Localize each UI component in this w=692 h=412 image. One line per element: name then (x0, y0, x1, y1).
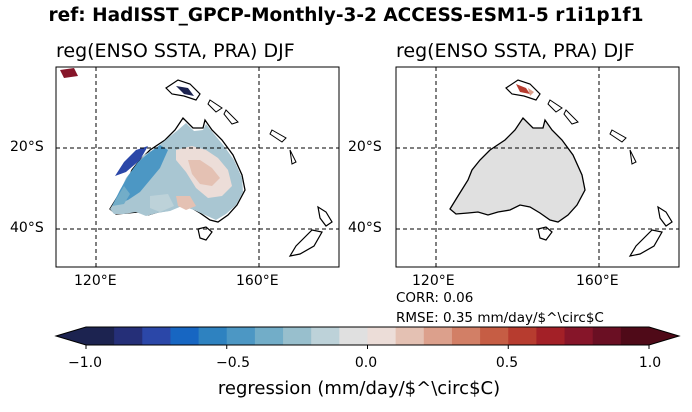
colorbar-segment (395, 327, 425, 345)
colorbar-label: regression (mm/day/$^\circ$C) (217, 378, 501, 399)
figure-title: ref: HadISST_GPCP-Monthly-3-2 ACCESS-ESM… (48, 5, 644, 26)
colorbar-segment (480, 327, 509, 345)
panel-1-xtick-160e: 160°E (236, 273, 279, 289)
colorbar-segment (226, 327, 256, 345)
colorbar-segment (311, 327, 340, 345)
colorbar-tick-minus-1: −1.0 (68, 355, 102, 371)
colorbar-segment (536, 327, 566, 345)
colorbar-tick-0-5: 0.5 (495, 355, 519, 371)
colorbar-tick-1: 1.0 (638, 355, 662, 371)
panel-1-xtick-120e: 120°E (74, 273, 117, 289)
colorbar-segment (564, 327, 594, 345)
colorbar-tick-minus-0-5: −0.5 (216, 355, 250, 371)
panel-2-xtick-160e: 160°E (576, 273, 619, 289)
colorbar-segment (592, 327, 622, 345)
colorbar-extend-high (649, 327, 679, 345)
panel-1-ytick-20s: 20°S (10, 139, 44, 155)
colorbar-segment (142, 327, 172, 345)
panel-1-title: reg(ENSO SSTA, PRA) DJF (56, 40, 295, 62)
colorbar-extend-low (56, 327, 86, 345)
colorbar-segment (86, 327, 115, 345)
colorbar-segment (254, 327, 284, 345)
colorbar-segment (367, 327, 397, 345)
colorbar-segment (451, 327, 481, 345)
corr-stat: CORR: 0.06 (396, 290, 474, 306)
colorbar-segment (423, 327, 453, 345)
colorbar-tick-0: 0.0 (354, 355, 378, 371)
colorbar-segment (114, 327, 143, 345)
panel-2-ytick-40s: 40°S (348, 220, 382, 236)
rmse-stat: RMSE: 0.35 mm/day/$^\circ$C (396, 310, 604, 326)
panel-2-title: reg(ENSO SSTA, PRA) DJF (396, 40, 635, 62)
panel-2-ytick-20s: 20°S (348, 139, 382, 155)
colorbar-segment (198, 327, 228, 345)
colorbar-segment (170, 327, 200, 345)
colorbar-segment (283, 327, 312, 345)
colorbar-segment (508, 327, 537, 345)
panel-2-xtick-120e: 120°E (412, 273, 455, 289)
panel-1-ytick-40s: 40°S (10, 220, 44, 236)
colorbar-segment (620, 327, 650, 345)
colorbar-segment (339, 327, 369, 345)
